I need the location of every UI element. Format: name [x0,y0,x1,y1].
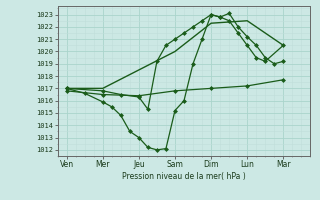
X-axis label: Pression niveau de la mer( hPa ): Pression niveau de la mer( hPa ) [122,172,246,181]
